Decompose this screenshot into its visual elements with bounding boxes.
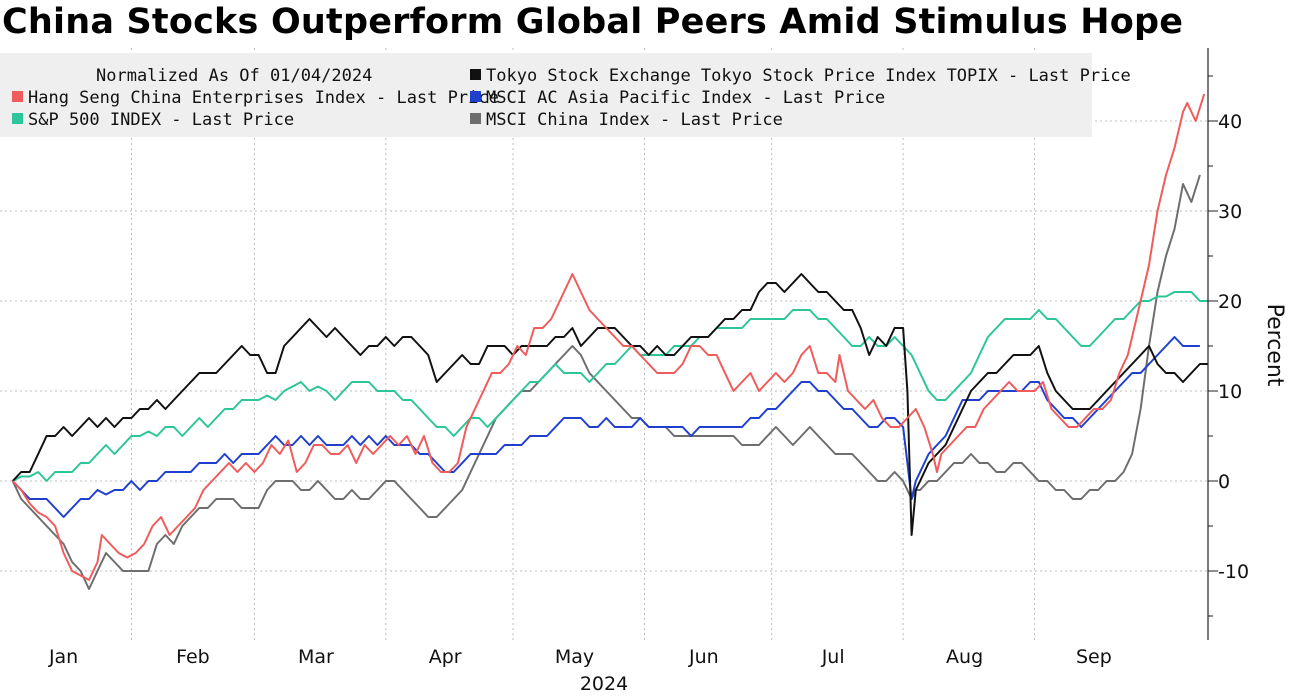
x-tick-label: Feb xyxy=(176,646,210,668)
legend-swatch xyxy=(470,69,481,80)
x-tick-label: May xyxy=(555,646,594,668)
x-axis-year-label: 2024 xyxy=(580,673,628,695)
x-tick-label: Jan xyxy=(48,646,78,668)
series-line-1 xyxy=(12,291,1209,482)
y-tick-label: -10 xyxy=(1218,561,1249,583)
series-lines xyxy=(11,93,1209,590)
series-line-0 xyxy=(11,93,1206,581)
legend-label: Hang Seng China Enterprises Index - Last… xyxy=(28,88,499,108)
x-tick-label: Mar xyxy=(298,646,334,668)
x-tick-label: Jun xyxy=(688,646,719,668)
legend-swatch xyxy=(470,91,481,102)
legend-label: MSCI China Index - Last Price xyxy=(486,110,783,130)
y-axis-label: Percent xyxy=(1262,304,1287,387)
y-tick-label: 30 xyxy=(1218,201,1242,223)
x-tick-label: Jul xyxy=(821,646,845,668)
axes: -10 0 10 20 30 40 Percent Jan Feb Mar Apr May Jun Jul… xyxy=(48,48,1287,695)
legend-label: Tokyo Stock Exchange Tokyo Stock Price I… xyxy=(486,66,1131,86)
y-tick-label: 20 xyxy=(1218,291,1242,313)
legend: Normalized As Of 01/04/2024 Tokyo Stock E… xyxy=(0,53,1131,137)
legend-background xyxy=(0,53,1092,137)
legend-swatch xyxy=(12,113,23,124)
legend-swatch xyxy=(470,113,481,124)
series-line-4 xyxy=(11,174,1201,590)
x-tick-label: Sep xyxy=(1076,646,1112,668)
y-tick-label: 40 xyxy=(1218,111,1242,133)
chart-title: China Stocks Outperform Global Peers Ami… xyxy=(2,2,1184,42)
y-tick-label: 10 xyxy=(1218,381,1242,403)
legend-label: S&P 500 INDEX - Last Price xyxy=(28,110,294,130)
legend-label: MSCI AC Asia Pacific Index - Last Price xyxy=(486,88,885,108)
series-line-2 xyxy=(11,273,1209,536)
y-tick-label: 0 xyxy=(1218,471,1230,493)
legend-swatch xyxy=(12,91,23,102)
legend-header: Normalized As Of 01/04/2024 xyxy=(96,66,372,86)
x-tick-label: Apr xyxy=(429,646,462,668)
x-tick-label: Aug xyxy=(946,646,983,668)
